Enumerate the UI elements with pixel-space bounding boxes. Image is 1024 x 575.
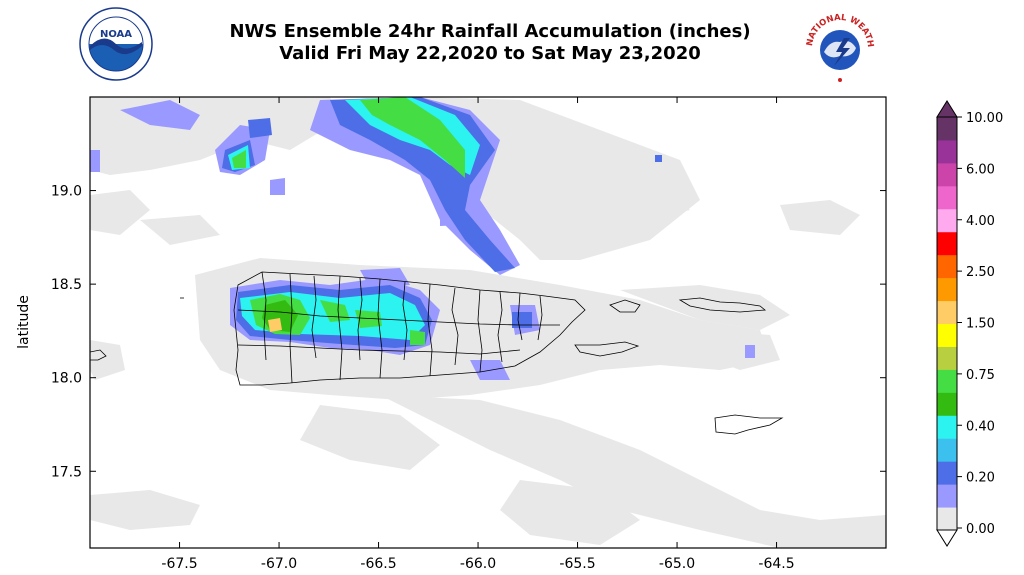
colorbar-swatch [937,392,957,416]
colorbar-swatch [937,346,957,370]
colorbar-swatch [937,323,957,347]
y-tick-label: 17.5 [51,464,82,480]
peak-rain-spot [268,318,282,332]
y-tick-label: 19.0 [51,184,82,200]
colorbar-label: 0.20 [966,471,995,486]
axis-ticks: -67.5 -67.0 -66.5 -66.0 -65.5 -65.0 -64.5 19.0 1… [51,97,886,572]
colorbar-min-arrow [936,529,958,547]
colorbar: 10.00 6.00 4.00 2.50 1.50 0.75 0.40 0.20 0.00 [936,100,1003,547]
y-axis-label: latitude [16,295,32,349]
x-tick-label: -67.5 [161,556,197,572]
colorbar-label: 2.50 [966,265,995,280]
rainfall-field [90,97,886,548]
colorbar-label: 0.75 [966,368,995,383]
colorbar-swatch [937,300,957,324]
national-weather-service-logo-icon: NATIONAL WEATHER SERVICE [800,8,878,86]
colorbar-label: 10.00 [966,111,1003,126]
colorbar-swatch [937,277,957,302]
colorbar-swatch [937,461,957,485]
colorbar-swatch [937,254,957,279]
colorbar-label: 1.50 [966,317,995,332]
colorbar-label: 4.00 [966,214,995,229]
colorbar-label: 0.40 [966,419,995,434]
colorbar-frame [936,116,958,531]
colorbar-swatch [937,139,957,164]
noaa-logo-icon: NOAA [79,7,153,81]
x-tick-label: -66.0 [460,556,496,572]
colorbar-swatch [937,208,957,233]
colorbar-swatch [937,185,957,210]
x-tick-label: -66.5 [360,556,396,572]
x-tick-label: -65.0 [659,556,695,572]
y-tick-label: 18.5 [51,277,82,293]
x-tick-label: -65.5 [559,556,595,572]
x-tick-label: -67.0 [261,556,297,572]
colorbar-swatch [937,117,957,141]
puerto-rico-outline [90,271,784,435]
y-tick-label: 18.0 [51,371,82,387]
map-subtitle: Valid Fri May 22,2020 to Sat May 23,2020 [279,43,701,64]
colorbar-swatch [937,162,957,187]
colorbar-swatch [937,231,957,256]
map-title: NWS Ensemble 24hr Rainfall Accumulation … [229,21,751,42]
colorbar-swatch [937,507,957,531]
map-frame [89,96,887,549]
colorbar-swatch [937,438,957,462]
colorbar-label: 0.00 [966,522,995,537]
colorbar-max-arrow [936,100,958,118]
noaa-logo-text: NOAA [100,29,132,40]
colorbar-label: 6.00 [966,162,995,177]
x-tick-label: -64.5 [758,556,794,572]
colorbar-swatch [937,484,957,508]
colorbar-swatch [937,369,957,393]
colorbar-swatch [937,415,957,439]
